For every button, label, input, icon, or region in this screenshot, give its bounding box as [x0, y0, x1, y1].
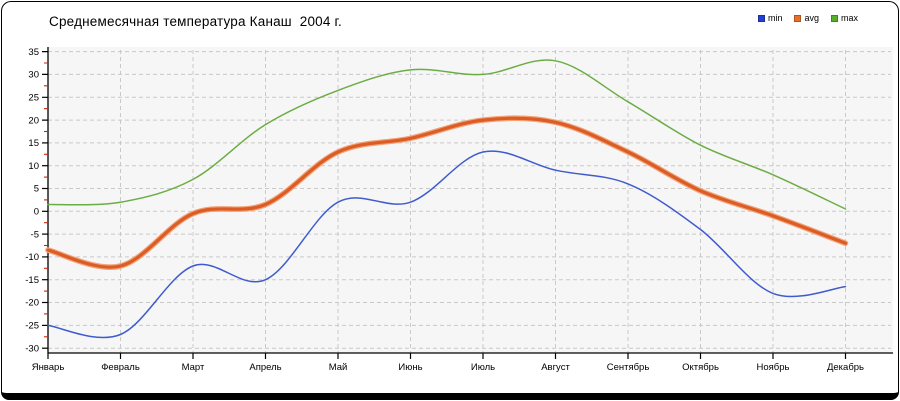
chart-title: Среднемесячная температура Канаш 2004 г.	[49, 14, 342, 29]
svg-text:Октябрь: Октябрь	[682, 362, 719, 373]
temperature-chart: 35 30 25 20 15 10 5 0 -5 -10 -15 -20 -25 -30 Январь Фев…	[25, 47, 893, 373]
avg-swatch-icon	[794, 14, 802, 22]
svg-text:-25: -25	[25, 321, 39, 332]
legend-label-min: min	[767, 13, 783, 23]
svg-text:-20: -20	[25, 298, 39, 309]
legend-item-min[interactable]: min	[757, 13, 783, 23]
svg-text:Март: Март	[182, 362, 205, 373]
svg-text:20: 20	[28, 115, 39, 126]
x-axis-labels: Январь Февраль Март Апрель Май Июнь Июль Август…	[32, 362, 864, 373]
svg-text:Декабрь: Декабрь	[827, 362, 864, 373]
avg-line	[46, 116, 848, 269]
legend-item-avg[interactable]: avg	[794, 13, 819, 23]
min-swatch-icon	[757, 14, 765, 22]
svg-text:35: 35	[28, 47, 39, 58]
svg-text:5: 5	[34, 184, 39, 195]
plot-area	[48, 47, 893, 353]
svg-text:Июнь: Июнь	[398, 362, 422, 373]
legend-label-avg: avg	[804, 13, 819, 23]
svg-text:Август: Август	[541, 362, 570, 373]
legend: min avg max	[757, 13, 858, 23]
y-axis-minor-ticks	[44, 62, 48, 338]
y-axis-labels: 35 30 25 20 15 10 5 0 -5 -10 -15 -20 -25 -30	[25, 47, 39, 355]
svg-text:0: 0	[34, 207, 39, 218]
svg-text:10: 10	[28, 161, 39, 172]
svg-text:-10: -10	[25, 252, 39, 263]
x-axis-ticks	[47, 353, 847, 359]
legend-label-max: max	[840, 13, 858, 23]
svg-text:25: 25	[28, 93, 39, 104]
svg-text:15: 15	[28, 138, 39, 149]
svg-text:Январь: Январь	[32, 362, 65, 373]
max-line	[47, 59, 847, 210]
svg-text:-5: -5	[31, 229, 39, 240]
svg-text:-15: -15	[25, 275, 39, 286]
max-swatch-icon	[830, 14, 838, 22]
svg-text:Июль: Июль	[471, 362, 495, 373]
svg-text:Май: Май	[329, 362, 348, 373]
svg-text:30: 30	[28, 70, 39, 81]
legend-item-max[interactable]: max	[830, 13, 858, 23]
svg-text:-30: -30	[25, 343, 39, 354]
min-line	[47, 150, 847, 339]
svg-text:Февраль: Февраль	[101, 362, 140, 373]
y-axis-ticks	[42, 50, 48, 349]
svg-text:Апрель: Апрель	[249, 362, 281, 373]
svg-text:Ноябрь: Ноябрь	[757, 362, 790, 373]
svg-text:Сентябрь: Сентябрь	[607, 362, 650, 373]
